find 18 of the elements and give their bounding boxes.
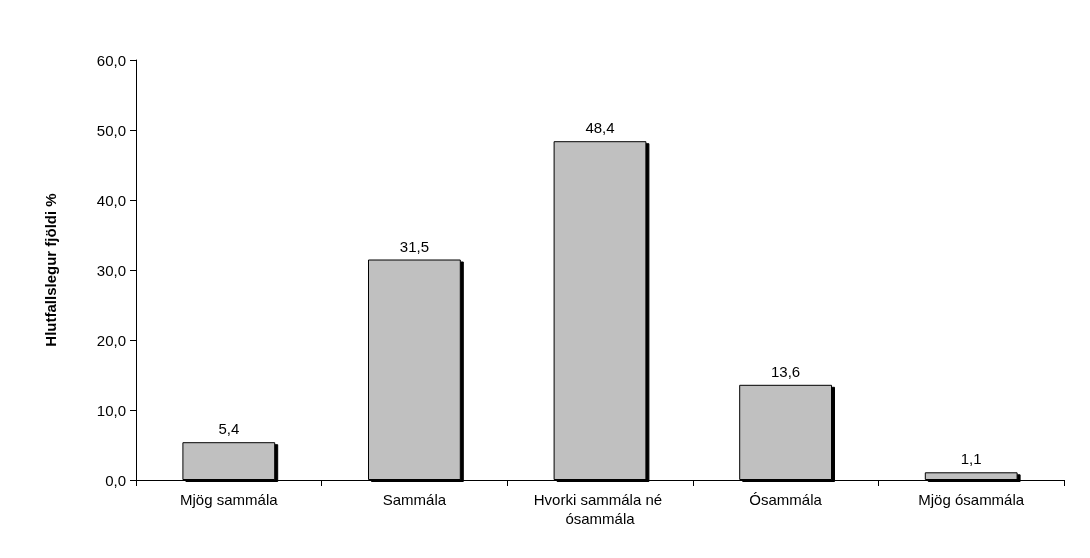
y-tick-label: 60,0	[96, 51, 126, 69]
data-label: 48,4	[585, 119, 615, 137]
y-axis-title: Hlutfallslegur fjöldi %	[42, 193, 59, 347]
y-tick-label: 0,0	[105, 471, 126, 489]
x-tick-label: Mjög sammála	[180, 491, 279, 508]
x-tick-label: Ósammála	[749, 491, 823, 508]
y-tick-label: 40,0	[96, 191, 126, 209]
x-tick-label: Hvorki sammála né ósammála	[533, 491, 667, 527]
x-tick-label: Sammála	[382, 491, 447, 508]
y-tick-label: 10,0	[96, 401, 126, 419]
y-tick-label: 50,0	[96, 121, 126, 139]
data-label: 31,5	[399, 237, 429, 255]
x-tick-label: Mjög ósammála	[918, 491, 1025, 508]
y-tick-label: 20,0	[96, 331, 126, 349]
y-tick-label: 30,0	[96, 261, 126, 279]
data-label: 5,4	[218, 420, 240, 438]
data-label: 1,1	[960, 450, 982, 468]
data-label: 13,6	[771, 362, 801, 380]
